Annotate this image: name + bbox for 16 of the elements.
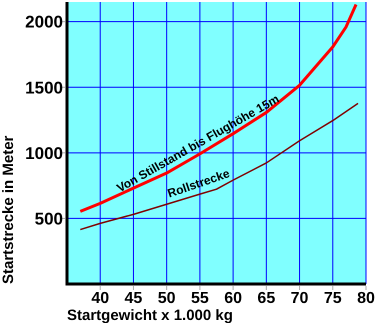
- x-tick-label: 70: [290, 290, 309, 307]
- x-tick-label: 75: [324, 290, 342, 307]
- x-tick-label: 60: [224, 290, 242, 307]
- x-tick-label: 80: [357, 290, 375, 307]
- y-tick-label: 1000: [25, 144, 63, 163]
- x-tick-label: 45: [124, 290, 142, 307]
- y-tick-label: 1500: [25, 78, 63, 98]
- x-tick-label: 65: [257, 290, 276, 307]
- x-tick-label: 55: [190, 290, 209, 307]
- line-series: [78, 2, 358, 213]
- y-tick-label: 500: [34, 209, 63, 228]
- y-tick-label: 2000: [25, 12, 63, 32]
- x-axis-title: Startgewicht x 1.000 kg: [67, 307, 233, 323]
- y-axis-title: Startstrecke in Meter: [0, 135, 17, 284]
- x-tick-label: 50: [158, 290, 176, 307]
- x-tick-label: 40: [91, 290, 110, 307]
